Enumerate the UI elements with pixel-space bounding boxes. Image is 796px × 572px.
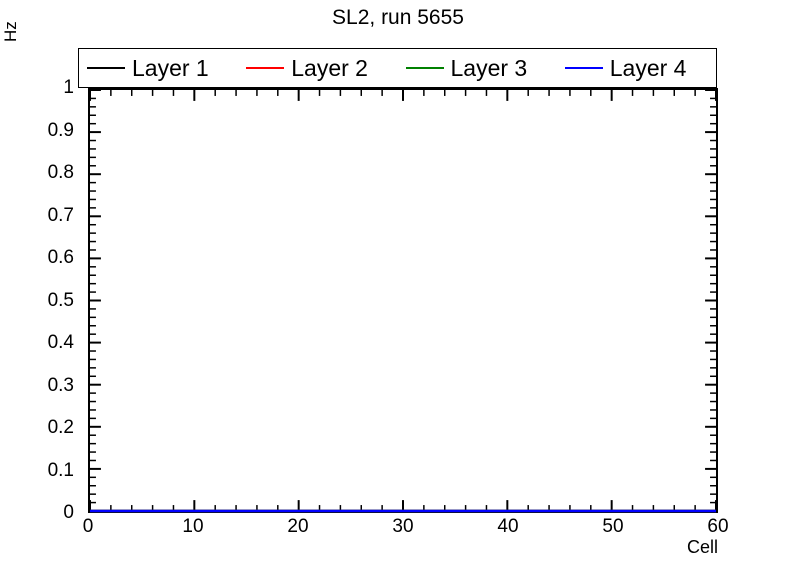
legend[interactable]: Layer 1 Layer 2 Layer 3 Layer 4: [78, 48, 717, 88]
x-tick-label: 0: [82, 516, 94, 537]
y-tick-label: 0.7: [47, 204, 74, 226]
y-tick-label: 0.8: [47, 162, 74, 183]
x-tick-label: 60: [707, 516, 729, 537]
axis-ticks: [89, 89, 717, 512]
y-tick-label: 0.4: [47, 332, 74, 353]
y-tick-label: 0.9: [47, 119, 74, 141]
series-lines: [90, 509, 716, 513]
legend-swatch-icon: [564, 67, 603, 69]
y-tick-label: 0.2: [47, 417, 74, 438]
x-axis-title: Cell: [686, 537, 718, 557]
legend-label: Layer 2: [291, 54, 368, 81]
x-tick-label: 30: [392, 516, 414, 537]
x-tick-label: 20: [287, 516, 309, 537]
y-tick-label: 0.3: [47, 374, 74, 396]
legend-swatch-icon: [405, 67, 444, 69]
legend-entry-1[interactable]: Layer 1: [79, 54, 238, 81]
x-tick-label: 40: [497, 516, 519, 537]
y-tick-label: 0.1: [47, 459, 74, 481]
y-tick-label: 0: [63, 502, 74, 523]
legend-entry-3[interactable]: Layer 3: [398, 54, 557, 81]
legend-label: Layer 4: [609, 54, 687, 81]
chart-title: SL2, run 5655: [332, 6, 464, 29]
y-tick-label: 1: [63, 77, 74, 98]
x-tick-label: 10: [182, 516, 204, 537]
legend-label: Layer 3: [450, 54, 528, 81]
plot-frame: [88, 88, 718, 513]
legend-swatch-icon: [246, 67, 285, 69]
legend-entry-2[interactable]: Layer 2: [238, 54, 397, 81]
y-tick-label: 0.6: [47, 247, 74, 268]
y-axis-title: Hz: [1, 21, 20, 42]
y-tick-label: 0.5: [47, 289, 74, 311]
legend-label: Layer 1: [132, 54, 209, 81]
x-tick-label: 50: [602, 516, 624, 537]
legend-swatch-icon: [87, 67, 125, 69]
legend-entry-4[interactable]: Layer 4: [557, 54, 716, 81]
